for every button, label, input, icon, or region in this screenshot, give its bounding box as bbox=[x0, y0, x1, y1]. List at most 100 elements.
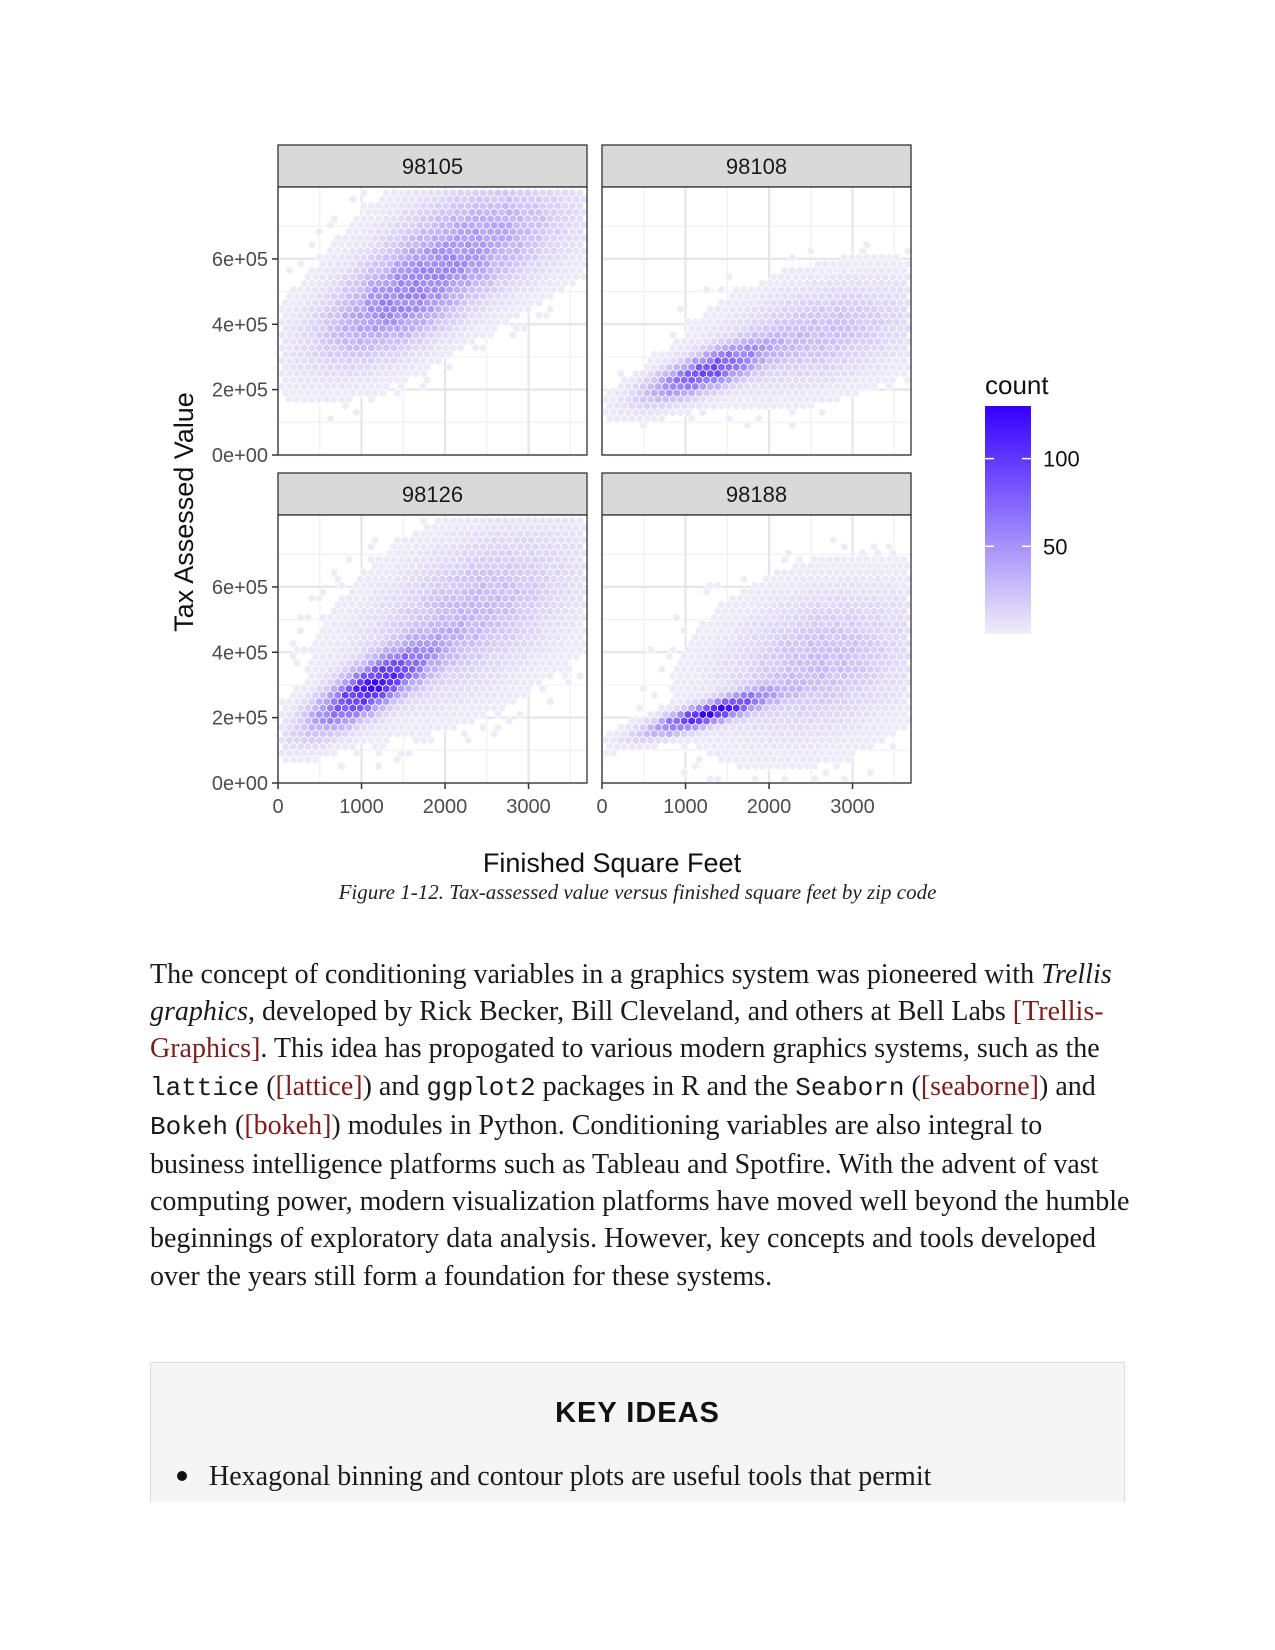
hex-bin bbox=[747, 285, 756, 295]
hex-bin bbox=[486, 188, 495, 198]
x-tick-label: 2000 bbox=[423, 796, 468, 818]
hex-bin bbox=[508, 516, 517, 526]
hex-bin bbox=[657, 703, 666, 713]
hex-bin bbox=[829, 535, 838, 546]
hex-bin bbox=[840, 554, 849, 565]
link-lattice[interactable]: [lattice] bbox=[275, 1070, 363, 1102]
hex-bin bbox=[478, 343, 488, 353]
hex-bin bbox=[892, 252, 901, 263]
code-seaborn: Seaborn bbox=[795, 1072, 905, 1103]
text-run: ) modules in Python. Conditioning variab… bbox=[150, 1109, 1130, 1292]
hex-bin bbox=[817, 554, 827, 565]
hex-bin bbox=[605, 729, 614, 739]
hex-bin bbox=[501, 188, 510, 198]
link-bokeh[interactable]: [bokeh] bbox=[244, 1109, 332, 1141]
text-run: . This idea has propogated to various mo… bbox=[260, 1033, 1100, 1065]
hex-bin bbox=[814, 259, 823, 269]
hex-bin bbox=[329, 214, 339, 224]
hex-bin bbox=[784, 548, 793, 558]
hex-bin bbox=[717, 285, 726, 295]
hex-bin bbox=[903, 259, 912, 269]
text-run: ) and bbox=[362, 1070, 427, 1102]
hex-bin bbox=[635, 716, 644, 726]
hex-bin bbox=[546, 304, 555, 314]
hex-bin bbox=[750, 774, 760, 784]
hex-bin bbox=[538, 516, 547, 526]
hex-bin bbox=[840, 774, 849, 784]
hex-bin bbox=[546, 696, 555, 707]
hex-bin bbox=[352, 407, 361, 418]
hex-bin bbox=[478, 516, 488, 526]
hex-bin bbox=[829, 259, 838, 269]
hex-bin bbox=[650, 690, 659, 700]
hex-bin bbox=[352, 214, 361, 224]
hex-bin bbox=[795, 265, 804, 276]
text-run: ) and bbox=[1039, 1070, 1096, 1102]
hex-bin bbox=[832, 554, 841, 565]
hex-bin bbox=[657, 664, 666, 675]
code-ggplot2: ggplot2 bbox=[426, 1072, 536, 1103]
hex-bin bbox=[646, 709, 655, 720]
hex-bin bbox=[616, 368, 625, 379]
hex-bin bbox=[821, 259, 830, 269]
hex-bin bbox=[858, 548, 868, 558]
hex-bin bbox=[288, 638, 298, 649]
x-tick-label: 1000 bbox=[339, 796, 384, 818]
hex-bin bbox=[691, 317, 700, 327]
hex-bin bbox=[743, 420, 752, 430]
hex-bin bbox=[560, 188, 570, 198]
hex-bin bbox=[840, 542, 849, 552]
hex-bin bbox=[668, 645, 678, 655]
hex-bin bbox=[866, 767, 875, 778]
hex-bin bbox=[639, 683, 648, 694]
link-seaborne[interactable]: [seaborne] bbox=[920, 1070, 1039, 1102]
body-paragraph: The concept of conditioning variables in… bbox=[150, 956, 1130, 1295]
hex-bin bbox=[396, 748, 406, 758]
hex-bin bbox=[635, 703, 644, 713]
hex-bin bbox=[504, 716, 514, 726]
hex-bin bbox=[788, 252, 797, 263]
hex-bin bbox=[706, 304, 715, 314]
hex-bin bbox=[847, 252, 856, 263]
link-trellis-graphics[interactable]: [Trellis-Graphics] bbox=[150, 996, 1104, 1065]
hex-bin bbox=[277, 696, 287, 707]
hex-bin bbox=[739, 587, 748, 597]
x-tick-label: 3000 bbox=[830, 796, 875, 818]
hex-bin bbox=[650, 349, 659, 360]
hex-bin bbox=[732, 285, 741, 295]
hex-bin bbox=[616, 722, 625, 733]
x-tick-label: 3000 bbox=[506, 796, 551, 818]
hex-bin bbox=[333, 233, 343, 243]
hex-bin bbox=[680, 767, 689, 778]
hex-bin bbox=[762, 574, 771, 584]
key-ideas-box: KEY IDEAS Hexagonal binning and contour … bbox=[150, 1362, 1125, 1502]
legend-tick-label: 100 bbox=[1043, 447, 1080, 472]
x-tick-label: 1000 bbox=[663, 796, 708, 818]
hex-bin bbox=[449, 516, 458, 526]
hex-bin bbox=[903, 246, 912, 256]
hex-bin bbox=[318, 587, 328, 597]
facet-panel-98126: 98126 0e+00 2e+05 4e+05 6e+05 0 1000 2000 3000 bbox=[212, 472, 588, 818]
x-tick-label: 0 bbox=[272, 796, 283, 818]
y-tick-label: 4e+05 bbox=[212, 642, 268, 664]
hex-bin bbox=[780, 774, 789, 784]
y-tick-label: 0e+00 bbox=[212, 445, 268, 467]
bullet-dot-icon bbox=[177, 1470, 187, 1481]
hex-bin bbox=[348, 194, 357, 205]
hex-bin bbox=[370, 535, 380, 546]
hex-bin bbox=[303, 612, 313, 623]
text-run: , developed by Rick Becker, Bill Clevela… bbox=[248, 996, 1013, 1028]
hex-bin bbox=[698, 619, 707, 629]
hex-bin bbox=[884, 542, 894, 552]
facet-label: 98105 bbox=[402, 154, 463, 179]
hex-bin bbox=[888, 741, 897, 752]
hex-bin bbox=[680, 625, 689, 636]
text-run: The concept of conditioning variables in… bbox=[150, 959, 1042, 990]
x-axis-title: Finished Square Feet bbox=[483, 848, 742, 878]
emphasis-trellis: Trellis graphics bbox=[150, 959, 1112, 1028]
hex-bin bbox=[456, 188, 465, 198]
hex-bin bbox=[344, 554, 354, 565]
hex-bin bbox=[512, 323, 521, 334]
hex-bin bbox=[676, 304, 685, 314]
hex-bin bbox=[523, 188, 532, 198]
